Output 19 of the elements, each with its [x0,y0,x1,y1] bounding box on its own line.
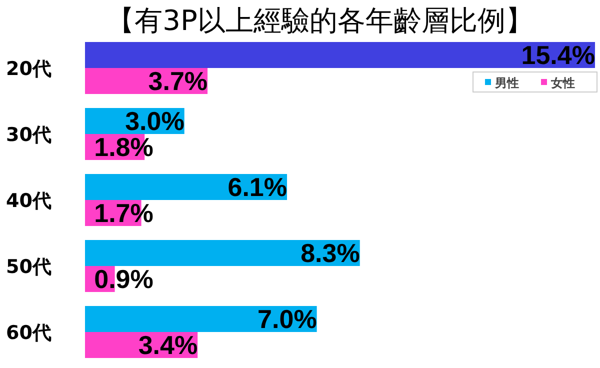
bar [85,174,288,200]
data-label: 3.0% [125,106,184,136]
bar [85,240,360,266]
y-tick-label: 20代 [6,58,52,80]
y-tick-label: 60代 [6,322,52,344]
bar [85,306,317,332]
chart-title: 【有3P以上經驗的各年齡層比例】 [106,4,534,37]
data-label: 3.4% [138,330,198,360]
y-tick-label: 50代 [6,256,52,278]
y-tick-label: 40代 [6,190,52,212]
data-label: 8.3% [300,238,360,268]
data-label: 7.0% [258,304,317,334]
data-label: 15.4% [521,40,595,70]
data-label: 3.7% [148,66,208,96]
legend-label: 女性 [550,76,575,90]
legend-label: 男性 [494,76,519,90]
bar [85,42,595,68]
y-tick-label: 30代 [6,124,52,146]
data-label: 6.1% [228,172,288,202]
